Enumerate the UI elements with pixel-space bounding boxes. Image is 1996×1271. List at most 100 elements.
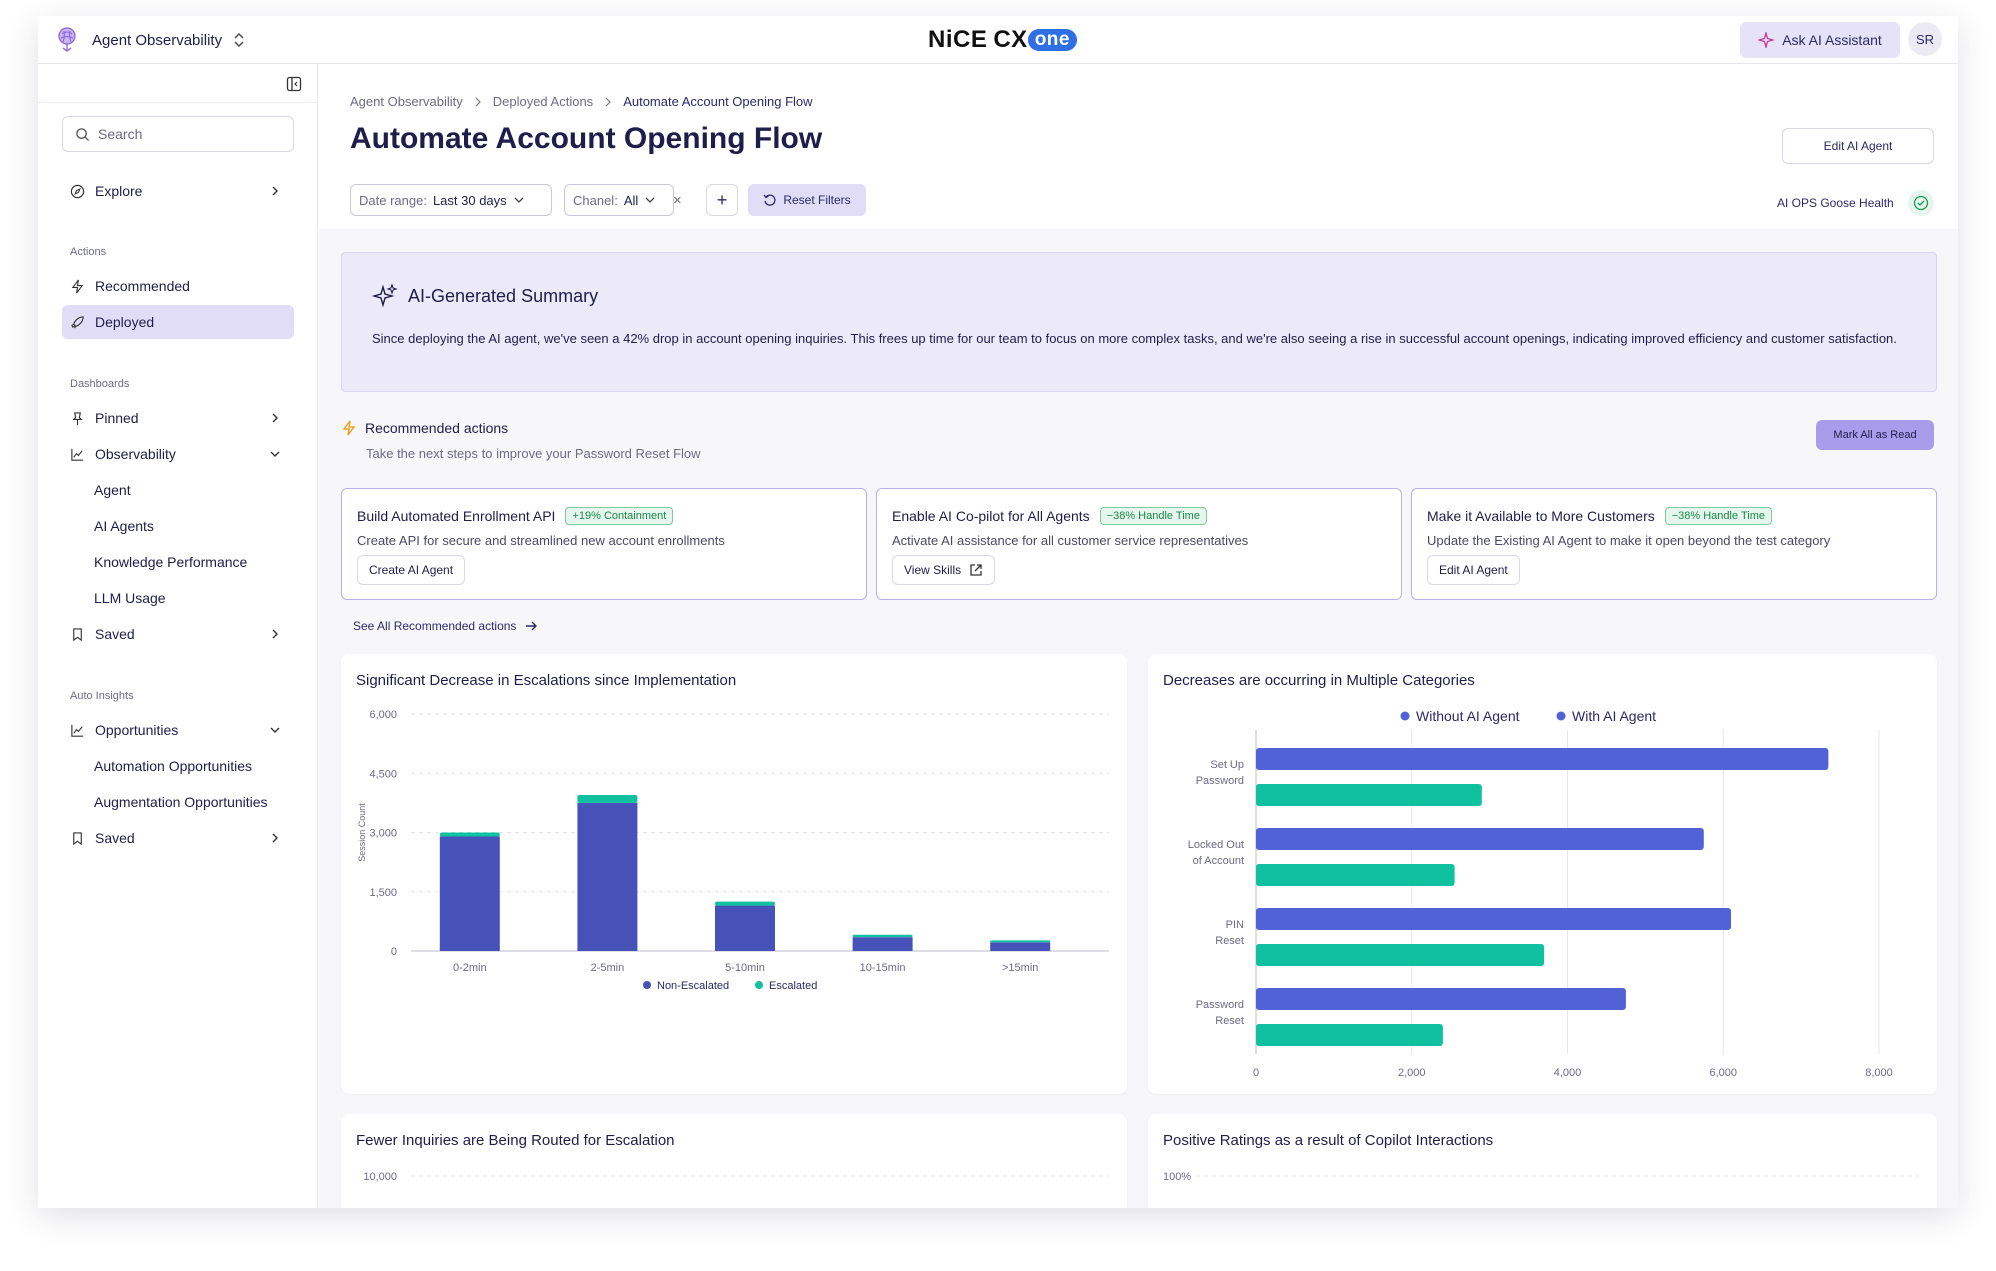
sidebar-heading-auto-insights: Auto Insights bbox=[70, 690, 134, 702]
edit-ai-agent-card-button[interactable]: Edit AI Agent bbox=[1427, 555, 1520, 585]
brand-logo: NiCE CX one bbox=[928, 26, 1077, 54]
sidebar-item-saved[interactable]: Saved bbox=[62, 617, 294, 651]
bar-with-ai bbox=[1256, 784, 1482, 806]
sidebar-item-label: Augmentation Opportunities bbox=[94, 794, 268, 810]
channel-select[interactable]: Chanel: All bbox=[564, 184, 674, 216]
sidebar-item-label: Explore bbox=[95, 183, 143, 199]
legend-marker-non-escalated bbox=[643, 981, 651, 989]
health-label: AI OPS Goose Health bbox=[1777, 196, 1894, 210]
chart-title: Positive Ratings as a result of Copilot … bbox=[1163, 1132, 1494, 1149]
sidebar-item-label: Opportunities bbox=[95, 722, 179, 738]
bookmark-icon bbox=[73, 627, 82, 641]
date-range-select[interactable]: Date range: Last 30 days bbox=[350, 184, 552, 216]
create-ai-agent-button[interactable]: Create AI Agent bbox=[357, 555, 466, 585]
bar-escalated bbox=[577, 794, 638, 803]
date-range-label: Date range: bbox=[359, 192, 427, 208]
card-title: Make it Available to More Customers −38%… bbox=[1427, 507, 1772, 525]
inquiries-line-chart: 10,000 bbox=[363, 1171, 1109, 1183]
search-placeholder: Search bbox=[98, 126, 143, 142]
bar-escalated bbox=[439, 832, 500, 837]
y-tick-label: Locked Out bbox=[1188, 839, 1244, 851]
x-tick-label: 2-5min bbox=[591, 962, 625, 974]
ask-ai-assistant-button[interactable]: Ask AI Assistant bbox=[1740, 22, 1900, 58]
escalations-chart-panel: Significant Decrease in Escalations sinc… bbox=[341, 654, 1127, 1094]
add-filter-button[interactable]: + bbox=[706, 184, 738, 216]
sidebar-item-observability[interactable]: Observability bbox=[62, 437, 294, 471]
sort-updown-icon bbox=[234, 33, 244, 47]
rocket-icon bbox=[71, 315, 84, 328]
sidebar-item-recommended[interactable]: Recommended bbox=[62, 269, 294, 303]
lightning-icon bbox=[342, 420, 356, 436]
see-all-recommended-link[interactable]: See All Recommended actions bbox=[353, 619, 538, 633]
bar-escalated bbox=[852, 934, 913, 938]
sidebar-item-label: AI Agents bbox=[94, 518, 154, 534]
sidebar-item-explore[interactable]: Explore bbox=[62, 174, 294, 208]
y-tick-label: 1,500 bbox=[369, 887, 397, 899]
search-icon bbox=[76, 127, 90, 141]
brand-cx: CX bbox=[993, 26, 1028, 53]
escalations-bar-chart: 6,000 4,500 3,000 1,500 0 Session Count 0-2min… bbox=[357, 709, 1109, 992]
card-description: Activate AI assistance for all customer … bbox=[892, 533, 1249, 548]
recommended-actions-heading: Recommended actions bbox=[341, 420, 508, 436]
sidebar-item-knowledge-performance[interactable]: Knowledge Performance bbox=[62, 545, 294, 579]
legend-label: Without AI Agent bbox=[1416, 708, 1520, 724]
app-switcher[interactable]: Agent Observability bbox=[52, 22, 246, 58]
health-indicator[interactable]: AI OPS Goose Health bbox=[1777, 190, 1934, 216]
sidebar-item-agent[interactable]: Agent bbox=[62, 473, 294, 507]
breadcrumb-link[interactable]: Agent Observability bbox=[350, 94, 463, 109]
ratings-chart-panel: Positive Ratings as a result of Copilot … bbox=[1148, 1114, 1937, 1208]
channel-label: Chanel: bbox=[573, 192, 618, 208]
reset-filters-button[interactable]: Reset Filters bbox=[748, 184, 866, 216]
sidebar-item-ai-agents[interactable]: AI Agents bbox=[62, 509, 294, 543]
x-tick-label: 8,000 bbox=[1865, 1067, 1893, 1079]
bar-with-ai bbox=[1256, 1024, 1443, 1046]
sidebar-collapse-icon[interactable] bbox=[286, 76, 302, 92]
bar-without-ai bbox=[1256, 828, 1704, 850]
clear-filter-icon[interactable]: × bbox=[673, 192, 682, 209]
sidebar-item-llm-usage[interactable]: LLM Usage bbox=[62, 581, 294, 615]
card-button-label: View Skills bbox=[904, 563, 962, 577]
sidebar-item-deployed[interactable]: Deployed bbox=[62, 305, 294, 339]
sparkles-icon bbox=[372, 283, 398, 308]
external-link-icon bbox=[970, 564, 982, 576]
sidebar-item-saved-insights[interactable]: Saved bbox=[62, 821, 294, 855]
ai-summary-title: AI-Generated Summary bbox=[408, 285, 599, 306]
x-tick-label: 0 bbox=[1253, 1067, 1259, 1079]
card-title-text: Make it Available to More Customers bbox=[1427, 508, 1655, 524]
sidebar: Search Explore Actions Recommended Deplo… bbox=[38, 64, 318, 1208]
recommendation-card: Build Automated Enrollment API +19% Cont… bbox=[341, 488, 867, 600]
bar-non-escalated bbox=[990, 942, 1051, 951]
edit-ai-agent-button[interactable]: Edit AI Agent bbox=[1782, 128, 1934, 164]
sidebar-item-augmentation-opportunities[interactable]: Augmentation Opportunities bbox=[62, 785, 294, 819]
bar-with-ai bbox=[1256, 944, 1545, 966]
arrow-right-icon bbox=[526, 621, 538, 631]
categories-hbar-chart: 0 2,000 4,000 6,000 8,000 Without AI Agent Wit… bbox=[1188, 708, 1893, 1079]
chart-title: Fewer Inquiries are Being Routed for Esc… bbox=[356, 1132, 675, 1149]
legend-label: With AI Agent bbox=[1572, 708, 1656, 724]
recommended-actions-subtitle: Take the next steps to improve your Pass… bbox=[366, 446, 701, 461]
sidebar-item-pinned[interactable]: Pinned bbox=[62, 401, 294, 435]
x-tick-label: >15min bbox=[1002, 962, 1038, 974]
chevron-down-icon bbox=[270, 727, 280, 733]
user-avatar[interactable]: SR bbox=[1908, 22, 1942, 56]
bar-without-ai bbox=[1256, 988, 1626, 1010]
sidebar-item-automation-opportunities[interactable]: Automation Opportunities bbox=[62, 749, 294, 783]
chevron-right-icon bbox=[475, 97, 481, 106]
bar-without-ai bbox=[1256, 748, 1829, 770]
pin-icon bbox=[72, 411, 83, 425]
sidebar-item-label: Observability bbox=[95, 446, 176, 462]
bar-non-escalated bbox=[852, 937, 913, 951]
x-tick-label: 2,000 bbox=[1398, 1067, 1426, 1079]
bar-with-ai bbox=[1256, 864, 1455, 886]
search-input[interactable]: Search bbox=[62, 116, 294, 152]
x-tick-label: 10-15min bbox=[860, 962, 906, 974]
breadcrumb-link[interactable]: Deployed Actions bbox=[492, 94, 594, 109]
sidebar-item-opportunities[interactable]: Opportunities bbox=[62, 713, 294, 747]
mark-all-read-button[interactable]: Mark All as Read bbox=[1816, 420, 1934, 450]
chevron-right-icon bbox=[605, 97, 612, 106]
channel-value: All bbox=[623, 192, 639, 208]
y-tick-label: Password bbox=[1196, 999, 1244, 1011]
ai-summary-text: Since deploying the AI agent, we've seen… bbox=[372, 331, 1897, 346]
view-skills-button[interactable]: View Skills bbox=[892, 555, 996, 585]
page-title: Automate Account Opening Flow bbox=[350, 122, 823, 155]
